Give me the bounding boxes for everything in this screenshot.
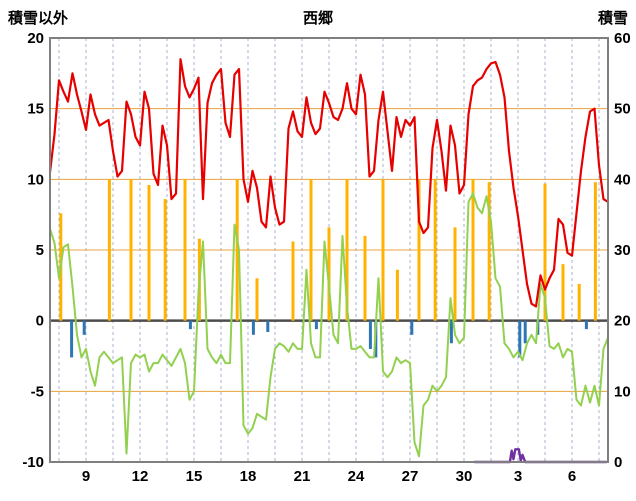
x-tick-label: 3 (514, 468, 522, 485)
y-left-tick-label: 15 (27, 101, 44, 118)
orange-bars-bar (327, 227, 331, 321)
orange-bars-bar (345, 179, 349, 321)
chart-title: 西郷 (302, 10, 333, 27)
blue-bars-bar (82, 320, 86, 335)
orange-bars-bar (433, 179, 437, 321)
x-tick-label: 24 (348, 468, 365, 485)
orange-bars-bar (309, 179, 313, 321)
purple-line (473, 448, 608, 464)
right-axis-title: 積雪 (597, 10, 628, 27)
y-left-tick-label: 5 (36, 242, 44, 259)
y-right-tick-label: 50 (614, 101, 631, 118)
x-tick-label: 15 (186, 468, 203, 485)
x-tick-label: 21 (294, 468, 311, 485)
y-left-tick-label: 0 (36, 313, 44, 330)
left-axis-title: 積雪以外 (8, 10, 69, 27)
orange-bars-bar (129, 179, 133, 321)
orange-bars-bar (543, 183, 547, 321)
y-right-tick-label: 40 (614, 171, 631, 188)
blue-bars-bar (410, 320, 414, 335)
y-right-tick-label: 10 (614, 383, 631, 400)
x-tick-label: 27 (402, 468, 419, 485)
x-tick-label: 30 (456, 468, 473, 485)
orange-bars-bar (255, 278, 259, 321)
x-tick-label: 9 (82, 468, 90, 485)
y-left-tick-label: -5 (31, 383, 44, 400)
blue-bars-bar (70, 320, 74, 358)
orange-bars-bar (487, 182, 491, 321)
orange-bars-bar (395, 269, 399, 321)
orange-bars-bar (593, 182, 597, 321)
orange-bars-bar (183, 179, 187, 321)
blue-bars-bar (584, 320, 588, 330)
blue-bars-bar (523, 320, 527, 344)
y-left-tick-label: -10 (22, 454, 44, 471)
orange-bars-bar (453, 227, 457, 321)
blue-bars-bar (449, 320, 453, 344)
orange-bars-bar (235, 179, 239, 321)
blue-bars-bar (518, 320, 522, 358)
blue-bars-bar (266, 320, 270, 332)
orange-bars-bar (363, 235, 367, 321)
x-tick-label: 6 (568, 468, 576, 485)
y-right-tick-label: 0 (614, 454, 622, 471)
x-tick-label: 18 (240, 468, 257, 485)
orange-bars-bar (291, 241, 295, 321)
orange-bars-bar (163, 199, 167, 321)
y-right-tick-label: 20 (614, 313, 631, 330)
green-line (49, 192, 609, 458)
red-line (48, 58, 610, 308)
y-left-tick-label: 10 (27, 171, 44, 188)
blue-bars-bar (314, 320, 318, 330)
y-right-tick-label: 30 (614, 242, 631, 259)
orange-bars-bar (417, 179, 421, 321)
orange-bars-bar (561, 264, 565, 321)
x-tick-label: 12 (132, 468, 149, 485)
orange-bars-bar (381, 179, 385, 321)
y-right-tick-label: 60 (614, 30, 631, 47)
orange-bars-bar (107, 179, 111, 321)
blue-bars-bar (251, 320, 255, 335)
orange-bars-bar (577, 283, 581, 321)
blue-bars-bar (188, 320, 192, 330)
y-left-tick-label: 20 (27, 30, 44, 47)
blue-bars-bar (368, 320, 372, 349)
orange-bars-bar (147, 184, 151, 321)
plot-border (49, 37, 609, 463)
orange-bars-bar (471, 179, 475, 321)
